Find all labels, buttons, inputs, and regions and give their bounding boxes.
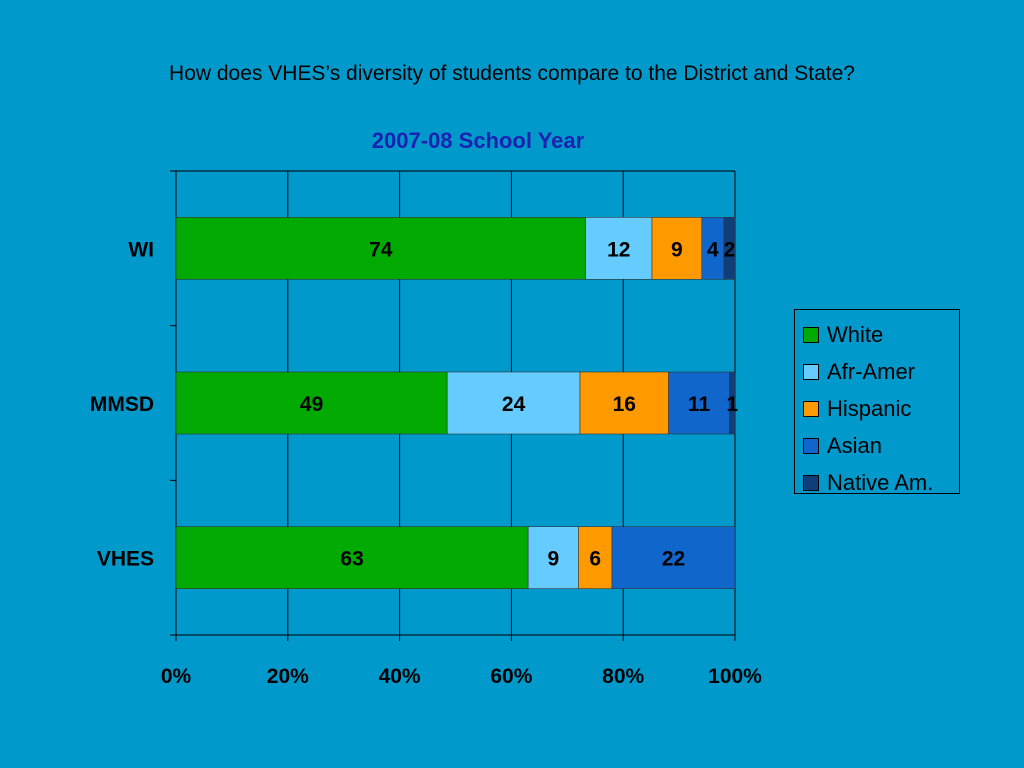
x-tick-label: 60% <box>490 665 532 688</box>
data-label: 22 <box>662 548 685 571</box>
bar-segment-mmsd-0 <box>175 371 448 435</box>
legend-item: Native Am. <box>803 464 959 501</box>
x-tick-label: 100% <box>708 665 762 688</box>
category-label-mmsd: MMSD <box>90 393 154 416</box>
data-label: 6 <box>589 548 601 571</box>
bar-segment-wi-4 <box>723 217 736 280</box>
bar-segment-mmsd-4 <box>729 371 736 435</box>
data-label: 9 <box>671 238 683 261</box>
legend-label: Native Am. <box>827 469 934 495</box>
bar-segment-mmsd-3 <box>668 371 730 435</box>
legend-swatch <box>803 326 819 343</box>
legend-item: Hispanic <box>803 390 959 427</box>
x-tick-label: 0% <box>161 665 192 688</box>
x-tick-label: 40% <box>379 665 421 688</box>
data-label: 2 <box>724 238 736 261</box>
chart-title: 2007-08 School Year <box>371 128 585 153</box>
bar-segment-mmsd-2 <box>579 371 669 435</box>
data-label: 4 <box>707 238 719 261</box>
data-label: 49 <box>300 393 323 416</box>
legend-label: Afr-Amer <box>827 358 915 384</box>
bar-segment-vhes-0 <box>175 526 529 589</box>
legend-swatch <box>803 363 819 380</box>
legend-swatch <box>803 400 819 417</box>
data-label: 11 <box>688 393 711 416</box>
bar-segment-vhes-2 <box>578 526 613 589</box>
data-label: 63 <box>340 548 363 571</box>
chart-legend: White Afr-Amer Hispanic Asian Native Am. <box>794 309 960 495</box>
data-label: 12 <box>607 238 630 261</box>
bar-segment-wi-2 <box>651 217 703 280</box>
data-label: 16 <box>613 393 636 416</box>
x-tick-label: 80% <box>602 665 644 688</box>
data-label: 9 <box>547 548 559 571</box>
bar-segment-wi-1 <box>585 217 653 280</box>
data-label: 74 <box>369 238 393 261</box>
bar-segment-vhes-3 <box>611 526 736 589</box>
bar-segment-wi-0 <box>175 217 586 280</box>
legend-item: White <box>803 316 959 353</box>
legend-swatch <box>803 437 819 454</box>
legend-swatch <box>803 474 819 491</box>
category-label-vhes: VHES <box>97 548 154 571</box>
legend-item: Asian <box>803 427 959 464</box>
bar-segment-vhes-1 <box>527 526 579 589</box>
category-label-wi: WI <box>128 238 154 261</box>
legend-item: Afr-Amer <box>803 353 959 390</box>
slide-title: How does VHES’s diversity of students co… <box>169 62 855 85</box>
data-label: 1 <box>726 393 738 416</box>
x-tick-label: 20% <box>267 665 309 688</box>
legend-label: White <box>827 321 884 347</box>
legend-label: Hispanic <box>827 395 912 421</box>
data-label: 24 <box>502 393 526 416</box>
legend-label: Asian <box>827 432 883 458</box>
